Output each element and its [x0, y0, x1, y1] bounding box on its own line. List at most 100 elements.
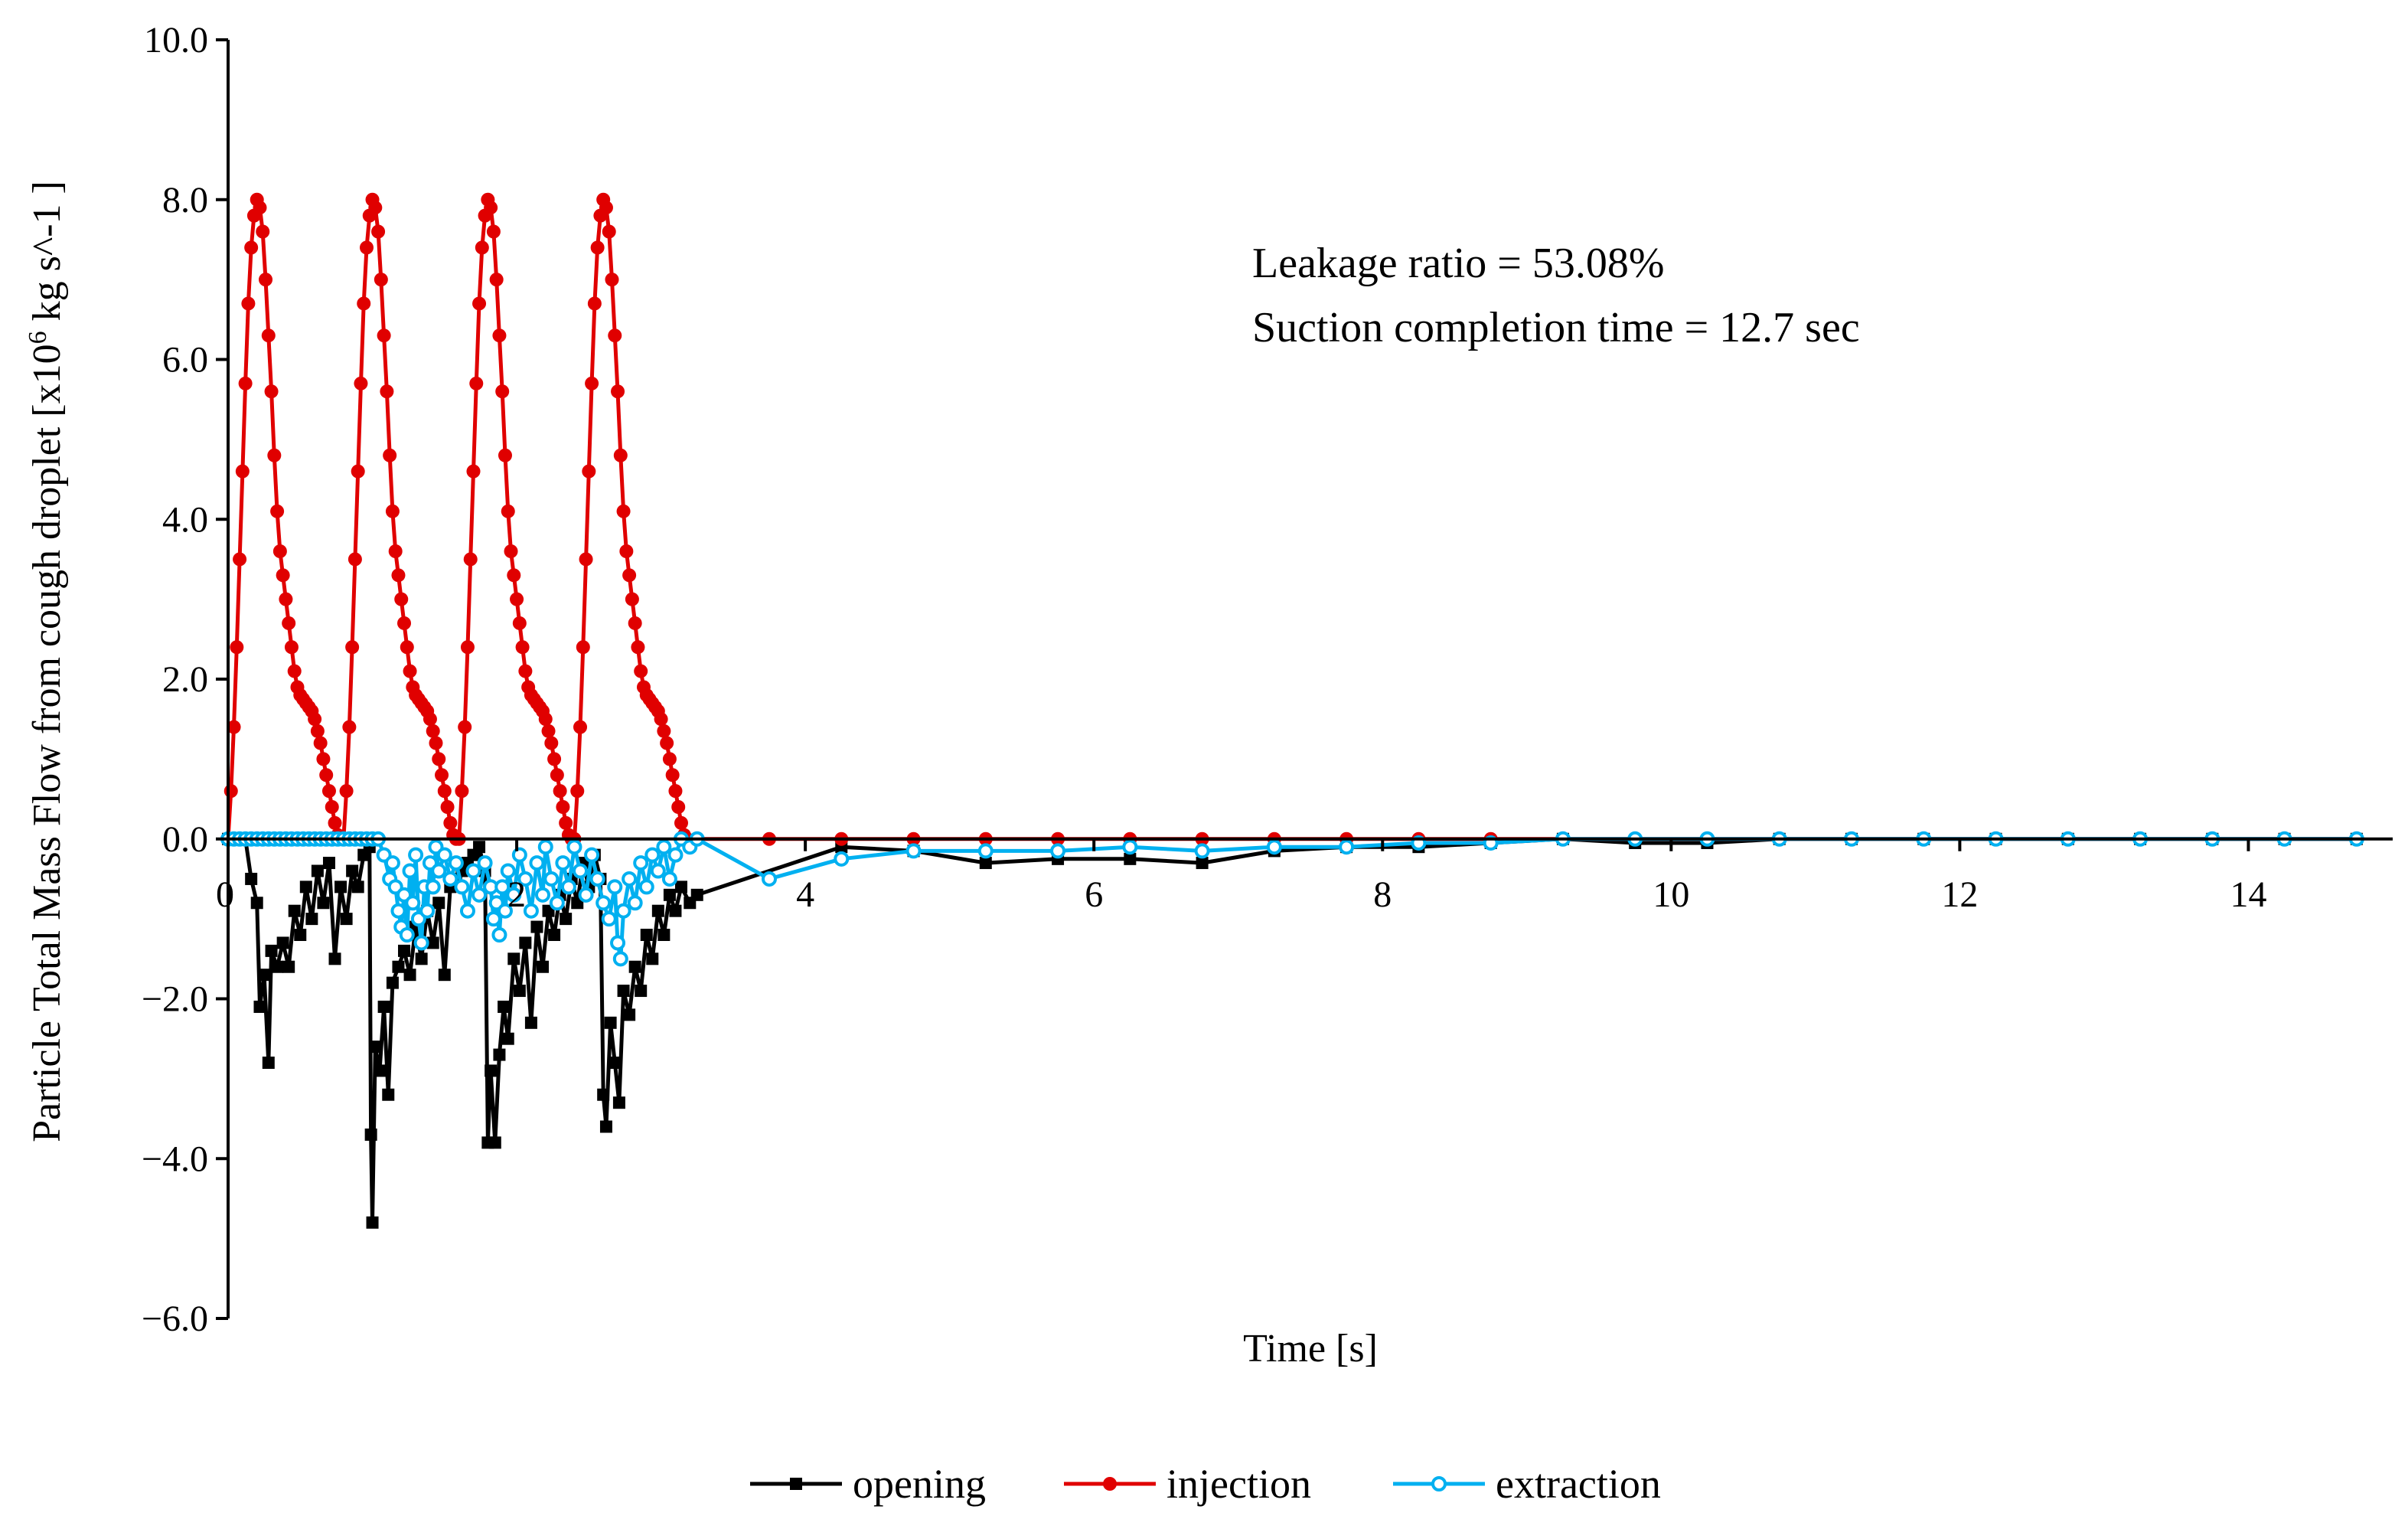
data-point-extraction [448, 855, 464, 871]
data-point-injection [665, 768, 680, 782]
data-point-opening [328, 952, 341, 965]
data-point-opening [548, 929, 561, 941]
data-point-injection [486, 224, 501, 239]
data-point-injection [492, 328, 507, 343]
data-point-injection [587, 296, 602, 311]
data-point-injection [397, 616, 412, 630]
data-point-extraction [408, 847, 424, 863]
data-point-opening [617, 985, 630, 998]
data-point-extraction [442, 871, 458, 887]
data-point-injection [316, 752, 331, 766]
data-point-opening [628, 960, 641, 973]
data-point-injection [674, 815, 688, 830]
data-point-extraction [517, 871, 533, 887]
data-point-injection [622, 568, 637, 583]
data-point-opening [305, 913, 318, 926]
data-point-injection [345, 640, 360, 655]
data-point-extraction [454, 879, 470, 895]
data-point-injection [504, 544, 518, 558]
axes-layer: −6.0 −4.0 −2.0 0.0 2.0 4.0 6.0 8.0 10.0 0 2 4 6 8 10 1… [142, 20, 2393, 1339]
y-tick-label: −6.0 [142, 1299, 208, 1339]
data-point-opening [597, 1088, 610, 1101]
data-point-opening [392, 960, 405, 973]
data-point-opening [398, 944, 411, 957]
data-point-opening [623, 1008, 636, 1021]
data-point-injection [582, 464, 596, 479]
data-point-extraction [425, 879, 441, 895]
data-point-injection [608, 328, 622, 343]
x-tick-label: 8 [1373, 874, 1392, 915]
legend-label: opening [853, 1461, 986, 1507]
data-point-extraction [511, 847, 527, 863]
data-point-injection [264, 384, 279, 399]
legend-item-injection: injection [1064, 1461, 1311, 1507]
data-point-extraction [471, 887, 488, 903]
data-point-extraction [905, 843, 922, 859]
series-line-opening [228, 837, 2357, 1225]
data-point-extraction [622, 871, 638, 887]
data-point-opening [258, 969, 271, 982]
data-point-extraction [491, 927, 507, 943]
data-point-injection [233, 552, 247, 567]
data-point-opening [1124, 852, 1137, 865]
data-point-extraction [661, 871, 677, 887]
data-point-injection [495, 384, 510, 399]
data-point-injection [585, 376, 599, 390]
data-point-opening [537, 960, 550, 973]
data-point-injection [321, 784, 336, 799]
data-point-injection [256, 224, 270, 239]
data-point-opening [485, 1064, 498, 1077]
annotation-suction-completion-time: Suction completion time = 12.7 sec [1252, 304, 1860, 351]
data-point-injection [230, 640, 244, 655]
data-point-injection [235, 464, 250, 479]
y-tick-label: 10.0 [144, 20, 208, 60]
data-point-extraction [405, 895, 421, 911]
data-point-injection [377, 328, 391, 343]
data-point-extraction [1050, 843, 1066, 859]
data-point-injection [599, 201, 613, 215]
data-point-injection [518, 664, 533, 678]
data-point-injection [328, 815, 342, 830]
data-point-injection [282, 616, 296, 630]
data-point-injection [660, 736, 674, 750]
data-point-opening [265, 944, 278, 957]
data-point-injection [547, 752, 562, 766]
data-point-extraction [834, 851, 850, 867]
x-tick-label: 0 [216, 874, 234, 915]
data-point-injection [472, 296, 487, 311]
data-point-injection [244, 240, 259, 255]
data-point-injection [559, 815, 573, 830]
legend-item-extraction: extraction [1393, 1461, 1661, 1507]
data-point-extraction [459, 903, 475, 919]
y-axis-title-suffix: kg s^-1 ] [25, 181, 69, 331]
data-point-injection [253, 201, 267, 215]
data-point-injection [388, 544, 403, 558]
data-point-extraction [523, 903, 539, 919]
data-point-opening [377, 1000, 390, 1013]
data-point-injection [357, 296, 371, 311]
data-point-opening [282, 960, 295, 973]
data-point-opening [979, 857, 992, 870]
data-point-opening [382, 1088, 395, 1101]
data-point-opening [519, 936, 532, 949]
legend-item-opening: opening [750, 1461, 986, 1507]
data-point-opening [669, 904, 682, 917]
data-point-injection [347, 552, 362, 567]
data-point-opening [513, 985, 526, 998]
data-point-extraction [465, 863, 481, 879]
data-point-opening [599, 1120, 612, 1133]
data-point-opening [253, 1000, 266, 1013]
data-point-injection [512, 616, 527, 630]
data-point-injection [287, 664, 302, 678]
data-point-injection [625, 592, 639, 606]
data-point-extraction [762, 871, 777, 887]
data-point-opening [635, 985, 648, 998]
data-point-injection [259, 273, 273, 287]
data-point-opening [317, 897, 330, 910]
y-axis-title-prefix: Particle Total Mass Flow from cough drop… [25, 344, 69, 1142]
data-point-injection [241, 296, 256, 311]
x-tick-label: 10 [1653, 874, 1689, 915]
data-point-opening [403, 969, 416, 982]
data-point-opening [322, 857, 335, 870]
data-point-opening [351, 880, 364, 894]
